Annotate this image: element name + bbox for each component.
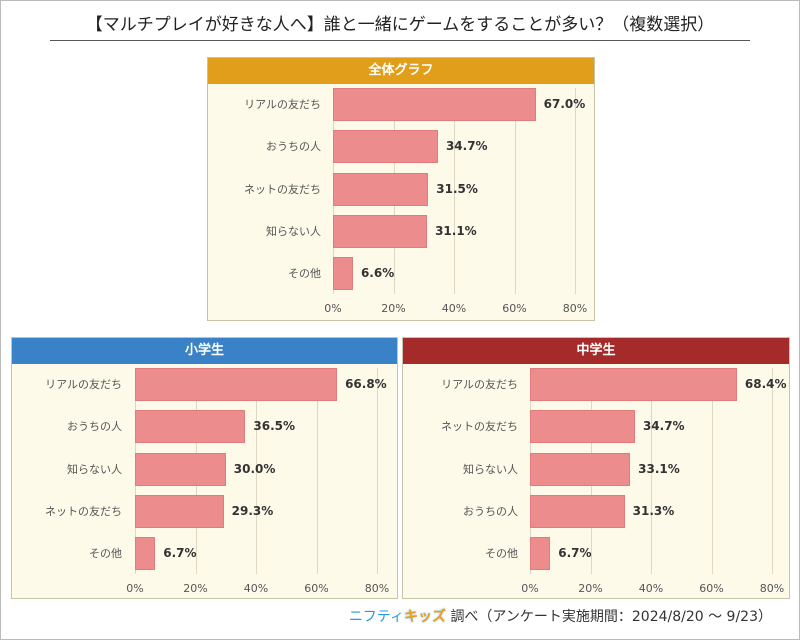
bar bbox=[333, 214, 428, 248]
data-label: 66.8% bbox=[345, 377, 387, 391]
bar bbox=[333, 130, 438, 164]
x-tick-label: 40% bbox=[243, 582, 269, 595]
bar bbox=[135, 410, 246, 444]
gridline bbox=[772, 368, 773, 574]
gridline bbox=[575, 88, 576, 294]
data-label: 31.3% bbox=[632, 503, 675, 518]
x-tick-label: 0% bbox=[521, 582, 539, 595]
data-label: 31.1% bbox=[435, 223, 477, 238]
survey-period: 調べ（アンケート実施期間：2024/8/20 ～ 9/23） bbox=[450, 609, 772, 625]
bar bbox=[530, 410, 635, 444]
data-label: 6.7% bbox=[163, 546, 197, 561]
data-label: 6.6% bbox=[360, 266, 395, 281]
category-label: おうちの人 bbox=[463, 504, 518, 518]
data-label: 68.4% bbox=[744, 377, 787, 391]
x-tick-label: 80% bbox=[562, 302, 588, 315]
category-label: リアルの友だち bbox=[441, 378, 518, 391]
chart-overall: 全体グラフ 0% 20% 40% 60% 80% リアルの友だち 67.0% おうちの人 34.7… bbox=[207, 57, 595, 321]
category-label: 知らない人 bbox=[67, 462, 122, 476]
category-label: その他 bbox=[288, 267, 321, 281]
data-label: 67.0% bbox=[543, 97, 586, 111]
bar bbox=[135, 494, 224, 528]
category-label: その他 bbox=[485, 547, 518, 561]
bar bbox=[530, 537, 551, 571]
x-tick-label: 80% bbox=[364, 582, 390, 595]
gridline bbox=[514, 88, 516, 294]
bar bbox=[135, 452, 226, 486]
page-title: 【マルチプレイが好きな人へ】誰と一緒にゲームをすることが多い？（複数選択） bbox=[85, 15, 715, 35]
bar bbox=[333, 172, 429, 206]
category-label: おうちの人 bbox=[266, 140, 321, 154]
x-tick-label: 20% bbox=[578, 582, 603, 595]
brand-logo-nifty: ニフティ bbox=[348, 609, 404, 625]
category-label: リアルの友だち bbox=[45, 378, 122, 391]
category-label: 知らない人 bbox=[463, 462, 518, 476]
x-tick-label: 40% bbox=[441, 302, 467, 315]
bar bbox=[135, 368, 338, 401]
title-divider bbox=[50, 40, 750, 41]
x-tick-label: 20% bbox=[381, 302, 406, 315]
chart-junior-high: 中学生 0% 20% 40% 60% 80% リアルの友だち 68.4% ネットの友だち 34.7… bbox=[402, 337, 790, 599]
category-label: おうちの人 bbox=[67, 420, 122, 434]
chart-header: 全体グラフ bbox=[208, 58, 594, 84]
category-label: ネットの友だち bbox=[244, 182, 321, 196]
x-tick-label: 20% bbox=[183, 582, 208, 595]
data-label: 34.7% bbox=[642, 419, 685, 434]
bar bbox=[530, 452, 631, 486]
x-tick-label: 60% bbox=[699, 582, 724, 595]
gridline bbox=[377, 368, 378, 574]
gridline bbox=[316, 368, 318, 574]
brand-logo-kids: キッズ bbox=[403, 609, 446, 625]
data-label: 36.5% bbox=[253, 419, 296, 434]
chart-header: 小学生 bbox=[12, 338, 397, 364]
category-label: 知らない人 bbox=[266, 224, 321, 238]
chart-header: 中学生 bbox=[403, 338, 789, 364]
x-tick-label: 0% bbox=[126, 582, 144, 595]
gridline bbox=[256, 368, 257, 574]
category-label: その他 bbox=[89, 547, 122, 561]
data-label: 30.0% bbox=[233, 461, 276, 476]
gridline bbox=[711, 368, 713, 574]
x-tick-label: 60% bbox=[502, 302, 527, 315]
x-tick-label: 40% bbox=[638, 582, 664, 595]
category-label: ネットの友だち bbox=[45, 504, 122, 518]
category-label: ネットの友だち bbox=[441, 420, 518, 434]
bar bbox=[333, 88, 536, 121]
data-label: 6.7% bbox=[558, 546, 592, 561]
bar bbox=[333, 257, 353, 291]
gridline bbox=[651, 368, 652, 574]
x-tick-label: 60% bbox=[304, 582, 329, 595]
bar bbox=[135, 537, 156, 571]
chart-elementary: 小学生 0% 20% 40% 60% 80% リアルの友だち 66.8% おうちの人 36.5% 知… bbox=[11, 337, 398, 599]
category-label: リアルの友だち bbox=[244, 98, 321, 111]
bar bbox=[530, 494, 625, 528]
gridline bbox=[454, 88, 455, 294]
data-label: 34.7% bbox=[445, 139, 488, 154]
data-label: 31.5% bbox=[436, 181, 478, 196]
data-label: 33.1% bbox=[638, 461, 680, 476]
data-label: 29.3% bbox=[231, 503, 274, 518]
x-tick-label: 0% bbox=[324, 302, 342, 315]
x-tick-label: 80% bbox=[759, 582, 785, 595]
bar bbox=[530, 368, 737, 401]
footer-credit: ニフティキッズ 調べ（アンケート実施期間：2024/8/20 ～ 9/23） bbox=[349, 606, 772, 626]
